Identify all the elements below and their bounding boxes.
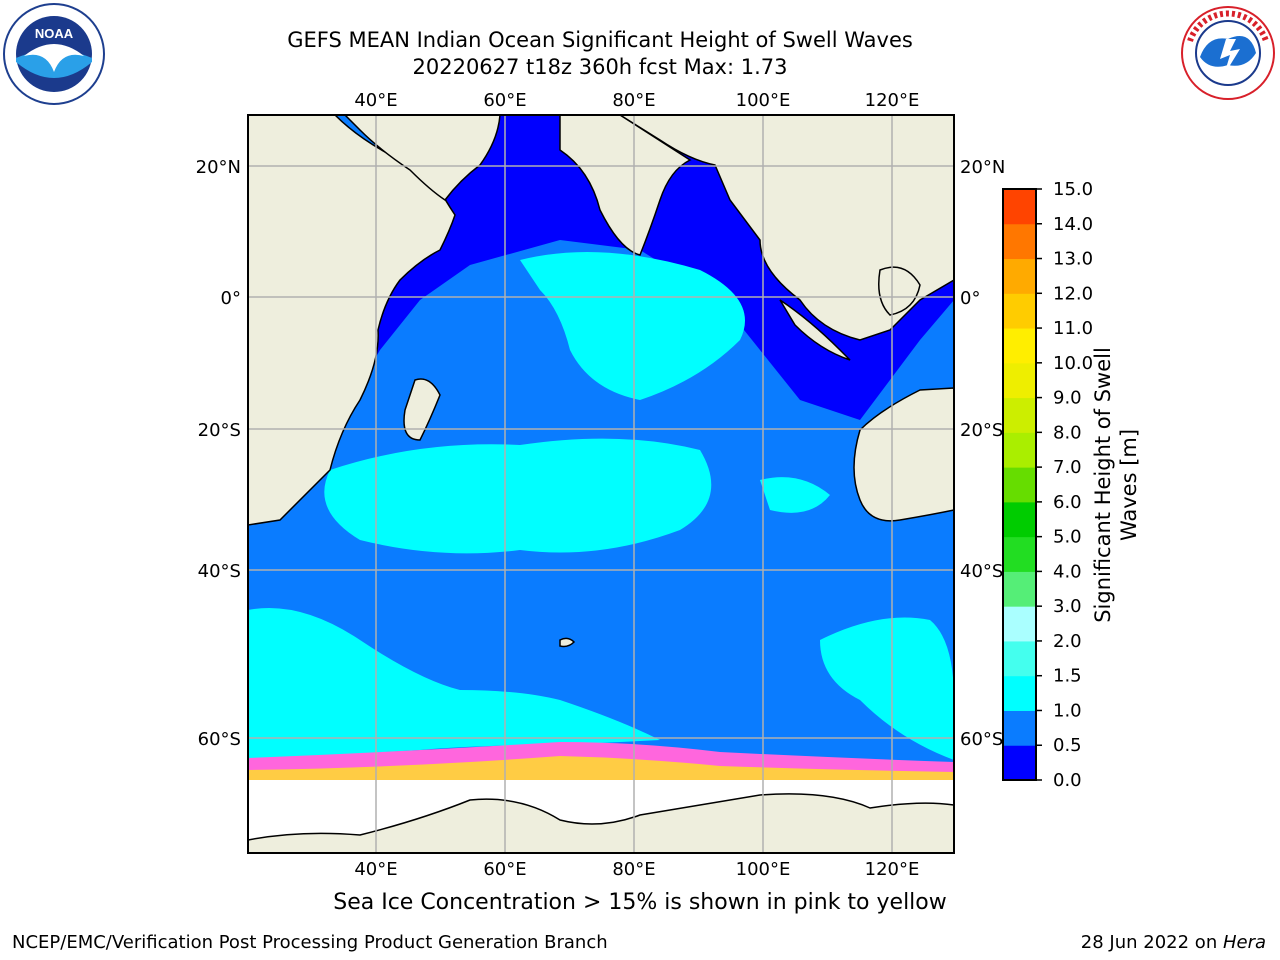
footer-date: 28 Jun 2022 on Hera	[1081, 932, 1266, 953]
colorbar-tick-label: 15.0	[1053, 179, 1093, 200]
lon-label-bottom-80e: 80°E	[612, 859, 655, 880]
lat-label-right-20s: 20°S	[960, 420, 1003, 441]
colorbar-segment	[1003, 640, 1036, 677]
lat-label-left-20n: 20°N	[196, 157, 241, 178]
colorbar-tick-label: 1.0	[1053, 700, 1082, 721]
noaa-logo: NOAA	[3, 3, 105, 105]
colorbar-segment	[1003, 536, 1036, 572]
colorbar-tick-label: 8.0	[1053, 422, 1082, 443]
swell-patch-central	[520, 252, 745, 400]
colorbar	[1002, 188, 1042, 781]
colorbar-tick-label: 4.0	[1053, 561, 1082, 582]
land-india-peninsula	[559, 115, 692, 256]
colorbar-tick-label: 1.5	[1053, 666, 1082, 687]
land-australia	[853, 387, 954, 522]
colorbar-segment	[1003, 432, 1036, 468]
lat-label-left-20s: 20°S	[198, 420, 241, 441]
lat-label-left-60s: 60°S	[198, 729, 241, 750]
colorbar-segment	[1003, 258, 1036, 294]
lon-label-bottom-40e: 40°E	[354, 859, 397, 880]
colorbar-segment	[1003, 189, 1036, 225]
colorbar-title-line-1: Significant Height of Swell	[1091, 347, 1115, 623]
colorbar-segment	[1003, 467, 1036, 503]
lat-label-right-20n: 20°N	[960, 157, 1005, 178]
colorbar-tick-label: 13.0	[1053, 249, 1093, 270]
swell-patch-southeast	[820, 617, 954, 760]
lat-label-left-0: 0°	[221, 288, 241, 309]
lon-label-bottom-100e: 100°E	[736, 859, 791, 880]
lat-label-left-40s: 40°S	[198, 561, 241, 582]
lat-label-right-60s: 60°S	[960, 729, 1003, 750]
swell-patch-south-central	[324, 438, 712, 554]
lon-label-bottom-120e: 120°E	[865, 859, 920, 880]
colorbar-tick-label: 2.0	[1053, 631, 1082, 652]
title-line-2: 20220627 t18z 360h fcst Max: 1.73	[412, 55, 788, 79]
lon-label-top-40e: 40°E	[354, 90, 397, 111]
footer-credit: NCEP/EMC/Verification Post Processing Pr…	[12, 932, 608, 953]
title-line-1: GEFS MEAN Indian Ocean Significant Heigh…	[287, 28, 913, 52]
land-sumatra	[779, 299, 851, 361]
lon-label-top-100e: 100°E	[736, 90, 791, 111]
land-india	[505, 115, 954, 341]
colorbar-labels: 0.0 0.5 1.0 1.5 2.0 3.0 4.0 5.0 6.0 7.0 8.0 9.0 10.0…	[1053, 179, 1093, 791]
colorbar-tick-label: 12.0	[1053, 283, 1093, 304]
colorbar-tick-label: 14.0	[1053, 214, 1093, 235]
colorbar-tick-label: 7.0	[1053, 457, 1082, 478]
colorbar-tick-label: 5.0	[1053, 527, 1082, 548]
colorbar-tick-label: 9.0	[1053, 388, 1082, 409]
colorbar-tick-label: 6.0	[1053, 492, 1082, 513]
colorbar-segment	[1003, 710, 1036, 746]
colorbar-segment	[1003, 675, 1036, 711]
colorbar-tick-label: 0.5	[1053, 735, 1082, 756]
colorbar-segment	[1003, 571, 1036, 607]
colorbar-title-line-2: Waves [m]	[1117, 428, 1141, 542]
footer-date-text: 28 Jun 2022 on	[1080, 932, 1223, 953]
lon-label-top-80e: 80°E	[612, 90, 655, 111]
lat-label-right-40s: 40°S	[960, 561, 1003, 582]
colorbar-tick-label: 10.0	[1053, 353, 1093, 374]
lon-label-top-120e: 120°E	[865, 90, 920, 111]
colorbar-segment	[1003, 501, 1036, 538]
land-kerguelen	[559, 637, 576, 648]
nws-logo	[1181, 6, 1275, 100]
colorbar-segment	[1003, 397, 1036, 433]
colorbar-tick-label: 11.0	[1053, 318, 1093, 339]
colorbar-segment	[1003, 223, 1036, 260]
colorbar-segment	[1003, 293, 1036, 329]
colorbar-frame	[1002, 188, 1037, 781]
footer-host: Hera	[1222, 932, 1266, 953]
colorbar-segment	[1003, 362, 1036, 399]
colorbar-segment	[1003, 745, 1036, 781]
map-frame	[247, 114, 955, 854]
gridlines	[248, 115, 954, 853]
swell-patch-east	[760, 477, 830, 513]
land-antarctica	[248, 793, 954, 853]
map-caption: Sea Ice Concentration > 15% is shown in …	[333, 890, 947, 915]
noaa-logo-text: NOAA	[35, 26, 74, 41]
land-arabia	[343, 115, 501, 202]
lat-label-right-0: 0°	[960, 288, 980, 309]
lon-label-bottom-60e: 60°E	[483, 859, 526, 880]
colorbar-tick-label: 0.0	[1053, 770, 1082, 791]
colorbar-segment	[1003, 606, 1036, 642]
lon-label-top-60e: 60°E	[483, 90, 526, 111]
colorbar-tick-label: 3.0	[1053, 596, 1082, 617]
colorbar-segment	[1003, 328, 1036, 364]
swell-patch-southwest	[248, 608, 660, 760]
